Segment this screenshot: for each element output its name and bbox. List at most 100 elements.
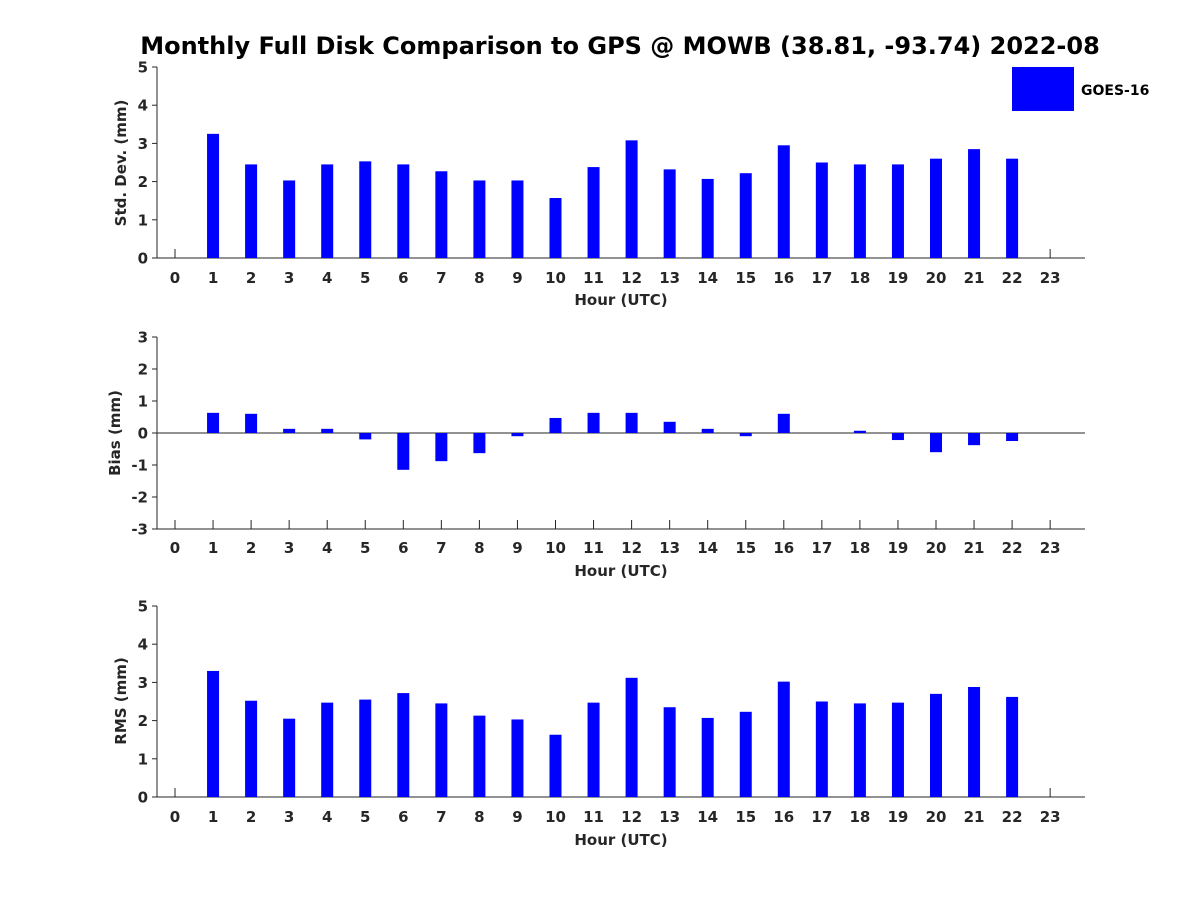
bias-bar-hour-2: [245, 413, 258, 433]
bias-bar-hour-22: [1006, 433, 1019, 441]
bias-x-tick-label: 22: [1002, 539, 1023, 557]
bias-x-tick-label: 7: [436, 539, 446, 557]
rms-x-tick-label: 19: [888, 808, 909, 826]
rms-bar-hour-17: [815, 701, 828, 797]
std-dev-x-tick-label: 10: [545, 269, 566, 287]
bias-y-tick-label: 2: [138, 361, 148, 379]
bias-bar-hour-1: [207, 412, 220, 433]
legend: GOES-16: [1012, 67, 1149, 111]
std-dev-bar-hour-18: [853, 164, 866, 258]
bias-bar-hour-12: [625, 412, 638, 433]
bias-bar-hour-18: [853, 430, 866, 433]
std-dev-x-tick-label: 9: [512, 269, 522, 287]
bias-bar-hour-5: [359, 433, 372, 440]
rms-bar-hour-8: [473, 715, 486, 797]
bias-x-tick-label: 19: [888, 539, 909, 557]
std-dev-bar-hour-7: [435, 171, 448, 258]
bias-x-tick-label: 18: [849, 539, 870, 557]
rms-bar-hour-10: [549, 734, 562, 797]
rms-y-axis-label: RMS (mm): [112, 657, 130, 744]
rms-bar-hour-12: [625, 677, 638, 797]
bias-x-tick-label: 17: [811, 539, 832, 557]
bias-x-tick-label: 5: [360, 539, 370, 557]
bias-bar-hour-21: [968, 433, 981, 446]
rms-bar-hour-11: [587, 702, 600, 797]
rms-x-tick-label: 17: [811, 808, 832, 826]
std-dev-y-tick-label: 3: [138, 135, 148, 153]
rms-bar-hour-9: [511, 719, 524, 797]
bias-bar-hour-10: [549, 417, 562, 433]
std-dev-x-tick-label: 19: [888, 269, 909, 287]
bias-x-tick-label: 6: [398, 539, 408, 557]
rms-x-tick-label: 0: [170, 808, 180, 826]
bias-x-tick-label: 15: [735, 539, 756, 557]
rms-x-tick-label: 22: [1002, 808, 1023, 826]
chart-title: Monthly Full Disk Comparison to GPS @ MO…: [140, 32, 1100, 60]
rms-x-tick-label: 4: [322, 808, 332, 826]
rms-x-tick-label: 3: [284, 808, 294, 826]
rms-bar-hour-1: [207, 670, 220, 797]
bias-x-axis-label: Hour (UTC): [574, 562, 667, 580]
std-dev-x-tick-label: 8: [474, 269, 484, 287]
rms-bar-hour-16: [777, 681, 790, 797]
std-dev-x-tick-label: 11: [583, 269, 604, 287]
bias-bar-hour-20: [930, 433, 942, 453]
rms-x-tick-label: 15: [735, 808, 756, 826]
bias-bar-hour-8: [473, 433, 486, 454]
rms-y-tick-label: 1: [138, 750, 148, 768]
bias-x-tick-label: 9: [512, 539, 522, 557]
bias-y-tick-label: -1: [131, 457, 148, 475]
rms-x-tick-label: 21: [964, 808, 985, 826]
bias-x-tick-label: 4: [322, 539, 332, 557]
bias-bar-hour-16: [777, 413, 790, 433]
std-dev-bar-hour-22: [1006, 158, 1019, 258]
rms-x-tick-label: 10: [545, 808, 566, 826]
std-dev-x-tick-label: 3: [284, 269, 294, 287]
std-dev-y-tick-label: 5: [138, 59, 148, 77]
bias-bar-hour-9: [511, 433, 524, 437]
bias-bar-hour-6: [397, 433, 410, 470]
rms-bar-hour-6: [397, 693, 410, 797]
rms-bar-hour-5: [359, 699, 372, 797]
std-dev-x-tick-label: 12: [621, 269, 642, 287]
bias-x-tick-label: 21: [964, 539, 985, 557]
rms-x-tick-label: 20: [926, 808, 947, 826]
std-dev-x-tick-label: 6: [398, 269, 408, 287]
rms-x-tick-label: 23: [1040, 808, 1061, 826]
bias-y-tick-label: -2: [131, 489, 148, 507]
bias-x-tick-label: 23: [1040, 539, 1061, 557]
std-dev-bar-hour-13: [663, 169, 676, 258]
std-dev-x-tick-label: 7: [436, 269, 446, 287]
std-dev-x-tick-label: 17: [811, 269, 832, 287]
rms-x-axis-label: Hour (UTC): [574, 831, 667, 849]
std-dev-x-tick-label: 15: [735, 269, 756, 287]
std-dev-bar-hour-17: [815, 162, 828, 258]
std-dev-x-tick-label: 1: [208, 269, 218, 287]
std-dev-x-tick-label: 13: [659, 269, 680, 287]
bias-x-tick-label: 14: [697, 539, 718, 557]
std-dev-bar-hour-14: [701, 178, 714, 258]
std-dev-x-tick-label: 21: [964, 269, 985, 287]
bias-bar-hour-14: [701, 428, 714, 433]
rms-x-tick-label: 12: [621, 808, 642, 826]
std-dev-x-tick-label: 18: [849, 269, 870, 287]
rms-x-tick-label: 13: [659, 808, 680, 826]
bias-x-tick-label: 1: [208, 539, 218, 557]
bias-bar-hour-4: [321, 428, 334, 433]
rms-y-tick-label: 3: [138, 674, 148, 692]
bias-x-tick-label: 2: [246, 539, 256, 557]
rms-bar-hour-15: [739, 711, 752, 797]
std-dev-bar-hour-6: [397, 164, 410, 258]
std-dev-bar-hour-5: [359, 161, 372, 258]
bias-y-tick-label: 1: [138, 393, 148, 411]
std-dev-x-tick-label: 22: [1002, 269, 1023, 287]
std-dev-bar-hour-10: [549, 198, 562, 258]
rms-bar-hour-7: [435, 703, 448, 797]
std-dev-y-tick-label: 4: [138, 97, 148, 115]
rms-x-tick-label: 14: [697, 808, 718, 826]
bias-bar-hour-13: [663, 421, 676, 433]
rms-bar-hour-22: [1006, 696, 1019, 797]
